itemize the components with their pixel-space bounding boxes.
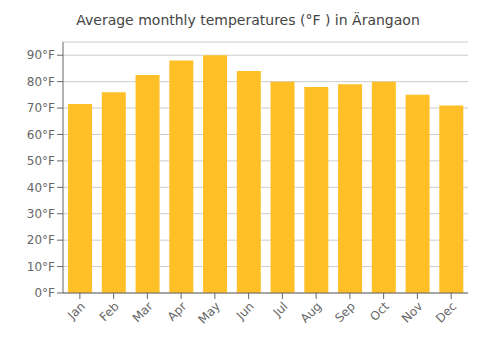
svg-text:80°F: 80°F	[27, 75, 55, 89]
svg-text:Apr: Apr	[165, 299, 190, 324]
svg-text:Sep: Sep	[332, 299, 358, 325]
svg-text:30°F: 30°F	[27, 207, 55, 221]
svg-text:Jun: Jun	[233, 299, 257, 323]
html-text:Average monthly temperatures (: Average monthly temperatures (°F ) in Är…	[76, 12, 420, 28]
svg-text:40°F: 40°F	[27, 181, 55, 195]
svg-text:0°F: 0°F	[34, 286, 55, 300]
svg-text:Oct: Oct	[367, 299, 392, 324]
svg-text:May: May	[196, 299, 223, 326]
svg-text:Dec: Dec	[433, 299, 459, 325]
svg-text:90°F: 90°F	[27, 48, 55, 62]
svg-text:Feb: Feb	[97, 299, 122, 324]
svg-text:60°F: 60°F	[27, 128, 55, 142]
svg-text:50°F: 50°F	[27, 154, 55, 168]
svg-text:10°F: 10°F	[27, 260, 55, 274]
svg-text:Aug: Aug	[298, 299, 324, 325]
svg-text:20°F: 20°F	[27, 233, 55, 247]
svg-text:Jan: Jan	[64, 299, 88, 323]
svg-text:70°F: 70°F	[27, 101, 55, 115]
svg-text:Jul: Jul	[270, 299, 291, 320]
svg-text:Mar: Mar	[130, 299, 156, 325]
svg-text:Nov: Nov	[399, 299, 425, 325]
